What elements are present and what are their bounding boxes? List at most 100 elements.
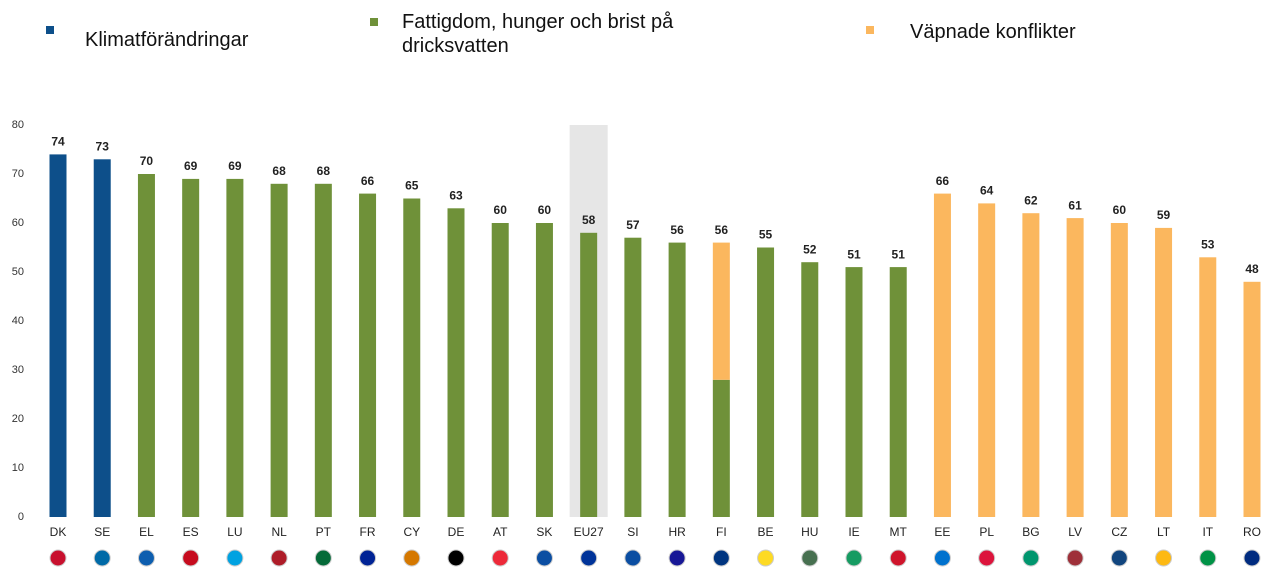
value-label: 52 [803, 242, 817, 256]
flag-icon [1155, 549, 1173, 567]
y-tick-label: 0 [18, 511, 24, 523]
flag-icon [1066, 549, 1084, 567]
value-label: 61 [1068, 198, 1082, 212]
bar [49, 154, 67, 517]
legend-label: Klimatförändringar [85, 29, 249, 51]
legend-swatch [46, 26, 54, 34]
flag-icon [1243, 549, 1261, 567]
flag-icon [182, 549, 200, 567]
flag-icon [359, 549, 377, 567]
value-label: 51 [892, 247, 906, 261]
x-tick-label: LT [1157, 525, 1171, 539]
value-label: 60 [1113, 203, 1127, 217]
x-tick-label: HU [801, 525, 818, 539]
y-tick-label: 40 [12, 315, 24, 327]
flag-icon [1022, 549, 1040, 567]
x-tick-label: EL [139, 525, 154, 539]
bar [359, 193, 377, 517]
legend-swatch [866, 26, 874, 34]
x-tick-label: NL [271, 525, 287, 539]
x-tick-label: SE [94, 525, 110, 539]
x-tick-label: EE [934, 525, 950, 539]
x-tick-label: IE [848, 525, 859, 539]
bar [933, 193, 951, 517]
x-tick-label: RO [1243, 525, 1261, 539]
value-label: 56 [670, 223, 684, 237]
flag-icon [712, 549, 730, 567]
bar [1199, 257, 1217, 517]
y-tick-label: 10 [12, 462, 24, 474]
x-tick-label: SK [536, 525, 552, 539]
flag-icon [1199, 549, 1217, 567]
value-label: 53 [1201, 237, 1215, 251]
y-tick-label: 30 [12, 364, 24, 376]
y-tick-label: 50 [12, 266, 24, 278]
flag-icon [668, 549, 686, 567]
value-label: 69 [228, 159, 242, 173]
bar [978, 203, 996, 517]
bar [889, 267, 907, 517]
x-tick-label: DE [448, 525, 465, 539]
y-tick-label: 70 [12, 168, 24, 180]
x-tick-label: FR [360, 525, 376, 539]
y-tick-label: 20 [12, 413, 24, 425]
legend-label: Fattigdom, hunger och brist på dricksvat… [402, 11, 674, 57]
flag-icon [889, 549, 907, 567]
value-label: 70 [140, 154, 154, 168]
flag-icon [845, 549, 863, 567]
bar [712, 242, 730, 380]
bar [535, 223, 553, 517]
bar [1243, 281, 1261, 517]
value-label: 66 [936, 174, 950, 188]
bar [447, 208, 465, 518]
value-label: 62 [1024, 193, 1038, 207]
flag-icon [933, 549, 951, 567]
legend-label: Väpnade konflikter [910, 21, 1076, 43]
value-label: 58 [582, 213, 596, 227]
x-tick-label: HR [668, 525, 686, 539]
value-label: 74 [51, 135, 65, 149]
bar [580, 232, 598, 518]
flag-icon [49, 549, 67, 567]
flag-icon [757, 549, 775, 567]
x-tick-label: FI [716, 525, 727, 539]
bar [314, 183, 332, 518]
bar [270, 183, 288, 518]
x-tick-label: IT [1202, 525, 1213, 539]
flag-icon [447, 549, 465, 567]
value-label: 57 [626, 218, 640, 232]
value-label: 55 [759, 228, 773, 242]
x-tick-label: MT [890, 525, 908, 539]
bar [226, 178, 244, 517]
bar [845, 267, 863, 517]
x-tick-label: SI [627, 525, 638, 539]
flag-icon [1110, 549, 1128, 567]
bar [137, 174, 155, 517]
bar [491, 223, 509, 517]
flag-icon [226, 549, 244, 567]
bar [712, 379, 730, 517]
flag-icon [314, 549, 332, 567]
x-tick-label: ES [183, 525, 199, 539]
x-tick-label: LV [1068, 525, 1082, 539]
value-label: 65 [405, 179, 419, 193]
x-tick-label: PT [316, 525, 332, 539]
bar [757, 247, 775, 517]
bar [624, 237, 642, 517]
flag-icon [270, 549, 288, 567]
flag-icon [624, 549, 642, 567]
value-label: 60 [494, 203, 508, 217]
x-tick-label: PL [979, 525, 994, 539]
value-label: 60 [538, 203, 552, 217]
value-label: 68 [272, 164, 286, 178]
x-tick-label: AT [493, 525, 508, 539]
value-label: 73 [96, 139, 110, 153]
value-label: 64 [980, 184, 994, 198]
flag-icon [137, 549, 155, 567]
legend-swatch [370, 18, 378, 26]
y-tick-label: 80 [12, 119, 24, 131]
flag-icon [403, 549, 421, 567]
value-label: 69 [184, 159, 198, 173]
